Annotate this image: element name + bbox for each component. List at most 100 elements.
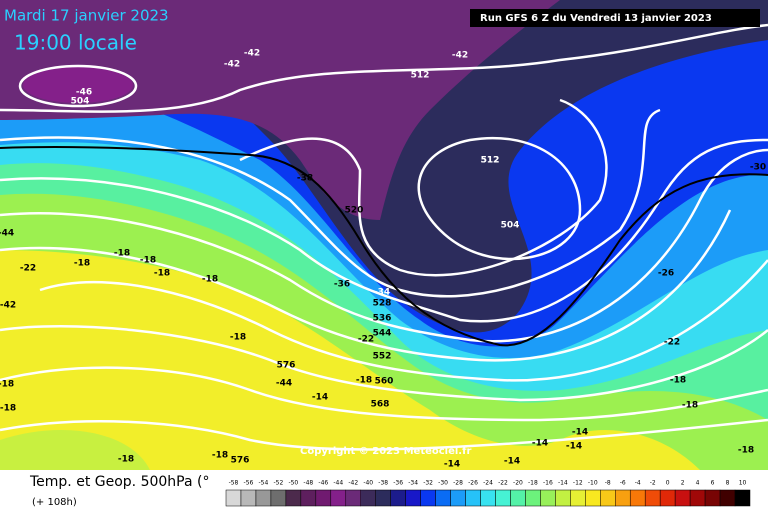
map-label: -14 [444,460,460,470]
map-label: 512 [411,71,430,81]
map-label: -14 [566,442,582,452]
footer-lead: (+ 108h) [32,497,77,508]
scale-label: -46 [318,480,328,487]
scale-swatch [719,489,736,507]
map-label: 576 [277,361,296,371]
scale-swatch [644,489,661,507]
contours [0,23,768,451]
scale-swatch [689,489,706,507]
scale-label: -30 [438,480,448,487]
scale-swatch [390,489,406,507]
scale-swatch [734,489,751,507]
map-label: -18 [670,376,686,386]
scale-swatch [375,489,391,507]
scale-swatch [225,489,242,507]
map-label: 504 [501,221,520,231]
scale-label: -28 [453,480,463,487]
scale-swatch [480,489,496,507]
copyright: Copyright © 2023 Meteociel.fr [300,446,471,457]
scale-swatch [420,489,436,507]
scale-swatch [585,489,601,507]
scale-label: -52 [273,480,283,487]
map-label: -14 [572,428,588,438]
scale-swatch [629,489,646,507]
scale-label: 10 [739,480,747,487]
date: Mardi 17 janvier 2023 [4,7,169,25]
scale-label: -56 [244,480,254,487]
scale-swatch [704,489,721,507]
map-label: -18 [0,404,16,414]
scale-swatch [570,489,586,507]
scale-swatch [240,489,257,507]
scale-label: -50 [288,480,298,487]
map-label: -18 [118,455,134,465]
scale-swatch [465,489,481,507]
scale-swatch [270,489,287,507]
scale-label: -40 [363,480,373,487]
scale-label: -38 [378,480,388,487]
map-label: 512 [481,156,500,166]
map-label: -46 [76,88,92,98]
scale-swatch [435,489,451,507]
map-label: -18 [140,256,156,266]
map-label: 552 [373,352,392,362]
scale-label: 2 [681,480,685,487]
scale-swatch [540,489,556,507]
run-bg [470,9,760,27]
scale-label: -54 [259,480,269,487]
scale-label: -12 [573,480,583,487]
scale-swatch [674,489,691,507]
scale-swatch [555,489,571,507]
scale-label: -22 [498,480,508,487]
map-label: -22 [20,264,36,274]
scale-label: -8 [605,480,611,487]
map-label: -42 [224,60,240,70]
scale-label: -6 [620,480,626,487]
scale-label: 4 [696,480,700,487]
scale-swatch [495,489,511,507]
map-label: -44 [276,379,292,389]
scale-label: 8 [726,480,730,487]
scale-label: -32 [423,480,433,487]
scale-label: -44 [333,480,343,487]
scale-swatch [405,489,421,507]
map-label: -42 [244,49,260,59]
scale-label: -36 [393,480,403,487]
band-purple [0,0,560,220]
low-core [23,67,133,103]
map-label: -18 [356,376,372,386]
map-label: -14 [312,393,328,403]
footer-title: Temp. et Geop. 500hPa (° [29,474,209,490]
map-label: -18 [202,275,218,285]
scale-swatch [255,489,272,507]
scale-swatch [300,489,317,507]
scale-swatch [285,489,302,507]
map-label: -22 [664,338,680,348]
time: 19:00 locale [14,31,137,55]
map-label: -26 [658,269,674,279]
scale-swatch [525,489,541,507]
scale-label: -20 [513,480,523,487]
scale-label: -24 [483,480,493,487]
scale-label: -2 [650,480,656,487]
scale-label: -34 [408,480,418,487]
map-label: -18 [230,333,246,343]
isotherm [0,146,768,347]
map-label: 544 [373,329,392,339]
map-label: -38 [297,174,313,184]
scale-label: -16 [543,480,553,487]
map-label: -14 [532,439,548,449]
band-lgreen [0,430,150,470]
scale-swatch [345,489,361,507]
run: Run GFS 6 Z du Vendredi 13 janvier 2023 [480,13,712,24]
map-label: -18 [114,249,130,259]
map-label: -18 [154,269,170,279]
map-label: 528 [373,299,392,309]
scale-swatch [315,489,332,507]
map-label: -44 [0,229,14,239]
scale-label: -14 [558,480,568,487]
scale-swatch [659,489,676,507]
map-label: -18 [682,401,698,411]
scale-swatch [450,489,466,507]
